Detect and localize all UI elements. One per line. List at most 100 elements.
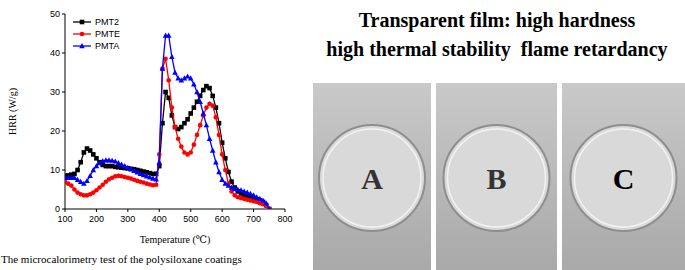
y-tick xyxy=(62,131,65,132)
data-point xyxy=(166,32,172,37)
data-point xyxy=(223,168,228,173)
y-tick-label: 40 xyxy=(50,48,60,58)
x-tick xyxy=(159,209,160,212)
data-point xyxy=(210,103,215,108)
film-disc xyxy=(571,125,677,231)
x-tick xyxy=(190,209,191,212)
series-line xyxy=(65,35,269,209)
sample-label: A xyxy=(361,162,383,195)
data-point xyxy=(188,111,193,116)
data-point xyxy=(200,110,206,115)
data-point xyxy=(204,122,210,127)
data-point xyxy=(84,178,90,183)
legend-marker xyxy=(80,20,85,25)
x-tick-label: 700 xyxy=(246,214,261,224)
data-point xyxy=(219,177,225,182)
film-disc xyxy=(444,125,550,231)
data-point xyxy=(87,173,93,178)
data-point xyxy=(154,183,159,188)
legend-marker xyxy=(80,32,85,37)
caption: The microcalorimetry test of the polysil… xyxy=(1,253,242,265)
x-axis xyxy=(65,209,285,210)
data-point xyxy=(172,70,178,75)
data-point xyxy=(166,78,171,83)
series-line xyxy=(65,59,269,209)
legend-label: PMTE xyxy=(95,29,120,39)
film-disc xyxy=(319,125,425,231)
y-tick xyxy=(62,53,65,54)
x-tick-label: 200 xyxy=(89,214,104,224)
headline: high thermal stability flame retardancy xyxy=(326,38,667,61)
x-tick xyxy=(285,209,286,212)
photo-frame xyxy=(313,83,685,270)
data-point xyxy=(191,81,197,86)
x-tick-label: 300 xyxy=(120,214,135,224)
plot-area xyxy=(65,32,272,209)
y-tick xyxy=(62,14,65,15)
y-tick-label: 10 xyxy=(50,165,60,175)
x-label: Temperature (℃) xyxy=(140,234,211,246)
data-point xyxy=(160,66,165,71)
data-point xyxy=(192,142,197,147)
photo-panel xyxy=(562,83,685,270)
data-point xyxy=(194,89,200,94)
y-tick-label: 30 xyxy=(50,87,60,97)
data-point xyxy=(170,105,175,110)
film-rim xyxy=(575,129,673,227)
legend-marker xyxy=(79,43,85,48)
data-point xyxy=(173,125,178,130)
data-point xyxy=(188,75,194,80)
x-tick-label: 500 xyxy=(183,214,198,224)
data-point xyxy=(173,125,178,130)
data-point xyxy=(163,90,168,95)
data-point xyxy=(213,159,219,164)
data-point xyxy=(217,133,222,138)
film-rim xyxy=(448,129,546,227)
y-label: HRR (W/g) xyxy=(7,88,19,135)
sample-label: C xyxy=(613,162,635,195)
data-point xyxy=(75,168,80,173)
data-point xyxy=(207,136,213,141)
data-point xyxy=(156,159,162,164)
data-point xyxy=(197,99,203,104)
data-point xyxy=(160,66,166,71)
figure: 10020030040050060070080001020304050Tempe… xyxy=(0,0,685,270)
y-tick xyxy=(62,209,65,210)
x-tick xyxy=(127,209,128,212)
data-point xyxy=(216,169,222,174)
data-point xyxy=(204,105,209,110)
x-tick-label: 100 xyxy=(57,214,72,224)
series-line xyxy=(65,86,269,209)
x-tick xyxy=(96,209,97,212)
x-tick-label: 400 xyxy=(152,214,167,224)
data-point xyxy=(214,115,219,120)
data-point xyxy=(153,176,159,181)
y-tick xyxy=(62,92,65,93)
legend-label: PMT2 xyxy=(95,17,119,27)
data-point xyxy=(179,144,184,149)
sample-label: B xyxy=(486,162,506,195)
x-tick-label: 800 xyxy=(277,214,292,224)
data-point xyxy=(185,117,190,122)
data-point xyxy=(176,137,181,142)
data-point xyxy=(210,94,215,99)
data-point xyxy=(169,54,175,59)
photo-panel xyxy=(313,83,431,270)
data-point xyxy=(198,123,203,128)
data-point xyxy=(78,160,83,165)
data-point xyxy=(207,86,212,91)
data-point xyxy=(188,150,193,155)
y-tick-label: 20 xyxy=(50,126,60,136)
data-point xyxy=(220,152,225,157)
data-point xyxy=(195,133,200,138)
y-tick-label: 0 xyxy=(55,204,60,214)
legend-label: PMTA xyxy=(95,41,119,51)
data-point xyxy=(260,197,266,202)
data-point xyxy=(263,200,269,205)
x-tick xyxy=(253,209,254,212)
data-point xyxy=(266,206,272,209)
x-tick-label: 600 xyxy=(215,214,230,224)
data-point xyxy=(210,148,216,153)
x-tick xyxy=(222,209,223,212)
film-rim xyxy=(323,129,421,227)
